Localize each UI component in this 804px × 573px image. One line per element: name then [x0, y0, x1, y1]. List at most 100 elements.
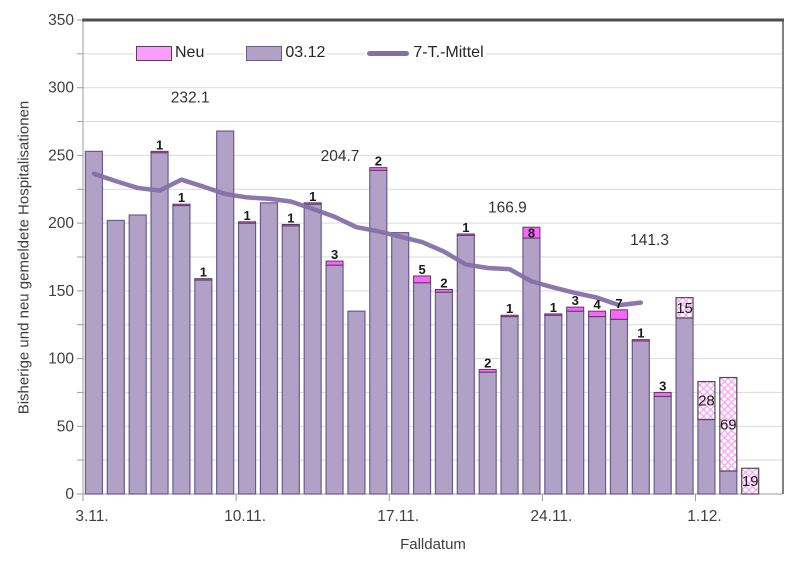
x-axis-title: Falldatum	[400, 536, 466, 553]
y-tick-label-150: 150	[48, 283, 74, 300]
bar-neu-7.11.	[172, 203, 191, 207]
line-7t-mittel	[91, 171, 644, 308]
bar-old-22.11.	[500, 315, 519, 495]
legend-label-0312: 03.12	[285, 44, 326, 61]
x-tick-label-1.12.: 1.12.	[687, 508, 721, 525]
bar-old-3.11.	[84, 150, 104, 495]
bar-neu-25.11.	[566, 306, 585, 312]
legend-label-neu: Neu	[175, 44, 205, 61]
bar-old-6.11.	[150, 152, 169, 495]
bar-neu-22.11.	[500, 314, 519, 318]
bar-label-21.11.: 2	[484, 355, 491, 370]
bar-neu-21.11.	[478, 368, 497, 373]
annotation-141.3: 141.3	[630, 232, 669, 249]
y-tick-label-250: 250	[48, 147, 74, 164]
x-tick-label-24.11.: 24.11.	[530, 508, 572, 525]
bar-old-9.11.	[216, 130, 235, 495]
y-tick-label-50: 50	[57, 418, 75, 435]
bar-neu-3.12.	[741, 467, 760, 495]
bar-neu-6.11.	[150, 150, 169, 154]
chart-legend: Neu 03.12 7-T.-Mittel	[134, 42, 486, 64]
bar-old-21.11.	[478, 371, 497, 495]
bar-old-13.11.	[303, 203, 322, 495]
bar-neu-20.11.	[456, 233, 475, 236]
bar-neu-30.11.	[675, 297, 694, 319]
legend-label-7t-mittel: 7-T.-Mittel	[413, 44, 484, 61]
y-tick-label-100: 100	[48, 351, 74, 368]
bar-label-26.11.: 4	[593, 297, 601, 312]
legend-swatch-neu-icon	[136, 45, 172, 61]
bar-old-27.11.	[609, 318, 629, 495]
bar-old-4.11.	[106, 219, 125, 495]
x-tick-label-3.11.: 3.11.	[75, 508, 108, 525]
legend-swatch-line-icon	[367, 50, 410, 56]
bar-label-1.12.: 28	[698, 393, 715, 410]
legend-item-0312: 03.12	[244, 42, 328, 64]
bar-neu-13.11.	[303, 202, 322, 205]
bar-label-8.11.: 1	[200, 265, 207, 280]
bar-old-8.11.	[194, 279, 213, 495]
bar-neu-27.11.	[609, 309, 628, 320]
bar-old-16.11.	[369, 169, 388, 495]
bar-label-19.11.: 2	[440, 276, 447, 291]
bar-old-29.11.	[653, 395, 672, 495]
bar-old-1.12.	[697, 418, 716, 495]
bar-old-25.11.	[566, 310, 585, 495]
bar-label-10.11.: 1	[243, 208, 250, 223]
bar-label-3.12.: 19	[742, 473, 759, 490]
bar-neu-23.11.	[522, 226, 541, 239]
bar-old-30.11.	[675, 317, 694, 495]
y-tick-label-200: 200	[48, 215, 74, 232]
bar-neu-28.11.	[631, 339, 650, 342]
x-tick-label-10.11.: 10.11.	[224, 508, 266, 525]
legend-item-neu: Neu	[134, 42, 207, 64]
bar-old-18.11.	[412, 282, 432, 495]
bar-neu-10.11.	[238, 221, 257, 224]
bar-neu-19.11.	[434, 289, 453, 293]
bar-neu-2.12.	[719, 376, 738, 472]
bar-neu-16.11.	[369, 167, 388, 171]
bar-old-20.11.	[456, 234, 475, 495]
y-tick-label-0: 0	[65, 486, 74, 503]
bar-neu-12.11.	[281, 223, 300, 227]
bar-label-18.11.: 5	[418, 262, 425, 277]
bar-label-16.11.: 2	[375, 154, 382, 169]
bar-neu-14.11.	[325, 260, 344, 266]
bar-old-2.12.	[719, 470, 738, 495]
annotation-166.9: 166.9	[488, 199, 527, 216]
bar-old-14.11.	[325, 264, 344, 495]
bar-label-6.11.: 1	[156, 137, 163, 152]
bar-neu-18.11.	[413, 275, 432, 284]
bar-old-26.11.	[587, 315, 607, 495]
legend-item-7t-mittel: 7-T.-Mittel	[365, 42, 486, 64]
bar-old-7.11.	[172, 204, 191, 495]
bar-old-12.11.	[281, 225, 300, 495]
bar-label-14.11.: 3	[331, 247, 338, 262]
annotation-204.7: 204.7	[321, 148, 360, 165]
bar-label-22.11.: 1	[506, 301, 513, 316]
bar-neu-29.11.	[653, 391, 672, 397]
y-axis-title: Bisherige und neu gemeldete Hospitalisat…	[15, 100, 33, 415]
bar-label-23.11.: 8	[528, 226, 535, 241]
annotation-232.1: 232.1	[171, 90, 210, 107]
bar-label-29.11.: 3	[659, 378, 666, 393]
bar-label-25.11.: 3	[572, 293, 579, 308]
bar-old-10.11.	[237, 222, 257, 495]
bar-label-24.11.: 1	[550, 300, 557, 315]
bar-label-12.11.: 1	[287, 210, 294, 225]
y-tick-label-300: 300	[48, 80, 74, 97]
bar-old-28.11.	[631, 340, 650, 495]
bar-label-7.11.: 1	[178, 190, 185, 205]
bar-label-30.11.: 15	[676, 300, 693, 317]
bar-label-27.11.: 7	[615, 296, 622, 311]
bar-neu-24.11.	[544, 313, 563, 316]
bar-old-15.11.	[347, 310, 366, 495]
bar-neu-26.11.	[588, 310, 607, 318]
bar-neu-8.11.	[194, 278, 213, 281]
bar-old-5.11.	[128, 214, 147, 495]
bar-label-28.11.: 1	[637, 326, 644, 341]
bar-old-24.11.	[544, 314, 563, 495]
bar-old-17.11.	[391, 232, 410, 495]
